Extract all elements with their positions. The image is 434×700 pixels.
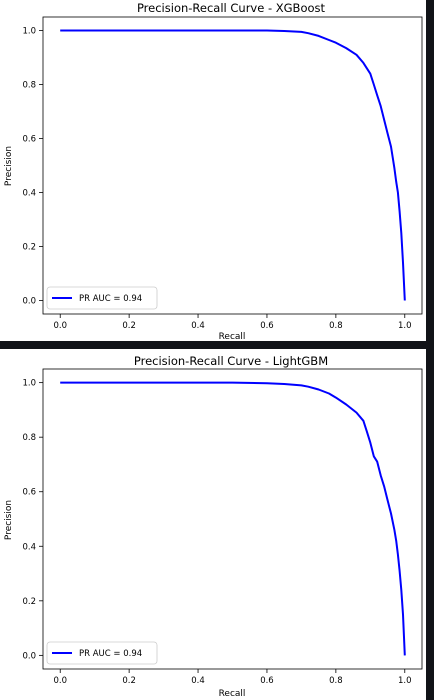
chart-panel-xgboost: Precision-Recall Curve - XGBoost 0.0 0.2 0… bbox=[0, 0, 426, 341]
x-ticks: 0.0 0.2 0.4 0.6 0.8 1.0 bbox=[53, 669, 412, 686]
y-tick-label: 0.4 bbox=[22, 189, 36, 199]
chart-title: Precision-Recall Curve - LightGBM bbox=[134, 354, 328, 368]
x-tick-label: 0.0 bbox=[53, 676, 67, 686]
x-tick-label: 0.8 bbox=[329, 676, 343, 686]
y-tick-label: 0.2 bbox=[22, 243, 36, 253]
legend: PR AUC = 0.94 bbox=[46, 286, 158, 310]
y-tick-label: 0.0 bbox=[22, 297, 36, 307]
x-tick-label: 0.2 bbox=[122, 676, 136, 686]
chart-title: Precision-Recall Curve - XGBoost bbox=[137, 1, 326, 15]
pr-curve-line bbox=[60, 29, 406, 301]
x-tick-label: 0.8 bbox=[329, 321, 343, 331]
y-tick-label: 0.8 bbox=[22, 433, 36, 443]
legend-box bbox=[46, 286, 158, 310]
chart-lightgbm: Precision-Recall Curve - LightGBM 0.0 0.2… bbox=[4, 354, 423, 699]
y-axis-label: Precision bbox=[4, 500, 14, 540]
x-ticks: 0.0 0.2 0.4 0.6 0.8 1.0 bbox=[53, 314, 412, 331]
legend: PR AUC = 0.94 bbox=[46, 641, 158, 665]
y-tick-label: 0.6 bbox=[22, 135, 36, 145]
chart-xgboost: Precision-Recall Curve - XGBoost 0.0 0.2 0… bbox=[4, 1, 423, 341]
y-tick-label: 0.4 bbox=[22, 542, 36, 552]
y-tick-label: 1.0 bbox=[22, 379, 36, 389]
plot-frame bbox=[42, 368, 423, 670]
x-tick-label: 1.0 bbox=[398, 676, 412, 686]
x-tick-label: 0.4 bbox=[191, 676, 205, 686]
x-tick-label: 0.2 bbox=[122, 321, 136, 331]
legend-box bbox=[46, 641, 158, 665]
x-tick-label: 0.6 bbox=[260, 676, 274, 686]
plot-frame bbox=[42, 16, 423, 315]
y-tick-label: 0.2 bbox=[22, 597, 36, 607]
y-ticks: 0.0 0.2 0.4 0.6 0.8 1.0 bbox=[22, 27, 43, 307]
y-ticks: 0.0 0.2 0.4 0.6 0.8 1.0 bbox=[22, 379, 43, 661]
y-axis-label: Precision bbox=[4, 146, 14, 186]
x-tick-label: 1.0 bbox=[398, 321, 412, 331]
x-tick-label: 0.6 bbox=[260, 321, 274, 331]
legend-label: PR AUC = 0.94 bbox=[79, 294, 142, 304]
y-tick-label: 0.8 bbox=[22, 81, 36, 91]
y-tick-label: 0.6 bbox=[22, 488, 36, 498]
x-axis-label: Recall bbox=[219, 689, 246, 699]
y-tick-label: 1.0 bbox=[22, 27, 36, 37]
x-tick-label: 0.0 bbox=[53, 321, 67, 331]
legend-label: PR AUC = 0.94 bbox=[79, 649, 142, 659]
x-axis-label: Recall bbox=[219, 332, 246, 341]
y-tick-label: 0.0 bbox=[22, 651, 36, 661]
chart-panel-lightgbm: Precision-Recall Curve - LightGBM 0.0 0.2… bbox=[0, 349, 426, 700]
pr-curve-line bbox=[60, 381, 406, 656]
x-tick-label: 0.4 bbox=[191, 321, 205, 331]
